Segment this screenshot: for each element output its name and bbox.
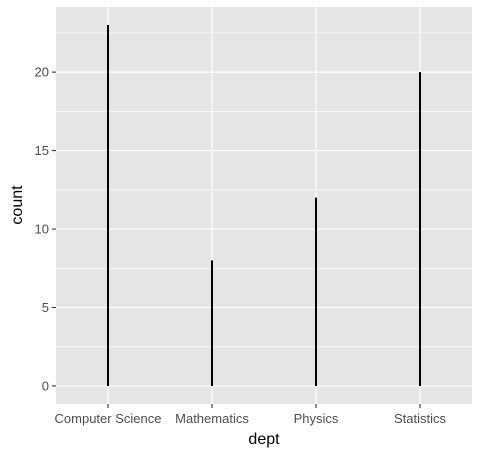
x-tick-label: Mathematics	[175, 411, 249, 426]
bar-physics	[315, 197, 317, 386]
bars	[107, 25, 421, 386]
x-tick-label: Statistics	[394, 411, 447, 426]
y-tick-label: 5	[42, 300, 49, 315]
y-tick-label: 20	[35, 65, 49, 80]
bar-statistics	[419, 72, 421, 386]
grid-minor	[56, 32, 472, 348]
x-axis-title: dept	[248, 431, 280, 448]
bar-mathematics	[211, 260, 213, 386]
x-axis: Computer Science Mathematics Physics Statis…	[55, 404, 447, 426]
y-tick-label: 10	[35, 222, 49, 237]
y-axis: 0 5 10 15 20	[35, 65, 56, 393]
plot-panel	[56, 7, 472, 404]
y-tick-label: 0	[42, 378, 49, 393]
y-axis-title: count	[9, 185, 26, 225]
y-tick-label: 15	[35, 143, 49, 158]
x-tick-label: Physics	[294, 411, 339, 426]
bar-computer-science	[107, 25, 109, 386]
x-tick-label: Computer Science	[55, 411, 162, 426]
